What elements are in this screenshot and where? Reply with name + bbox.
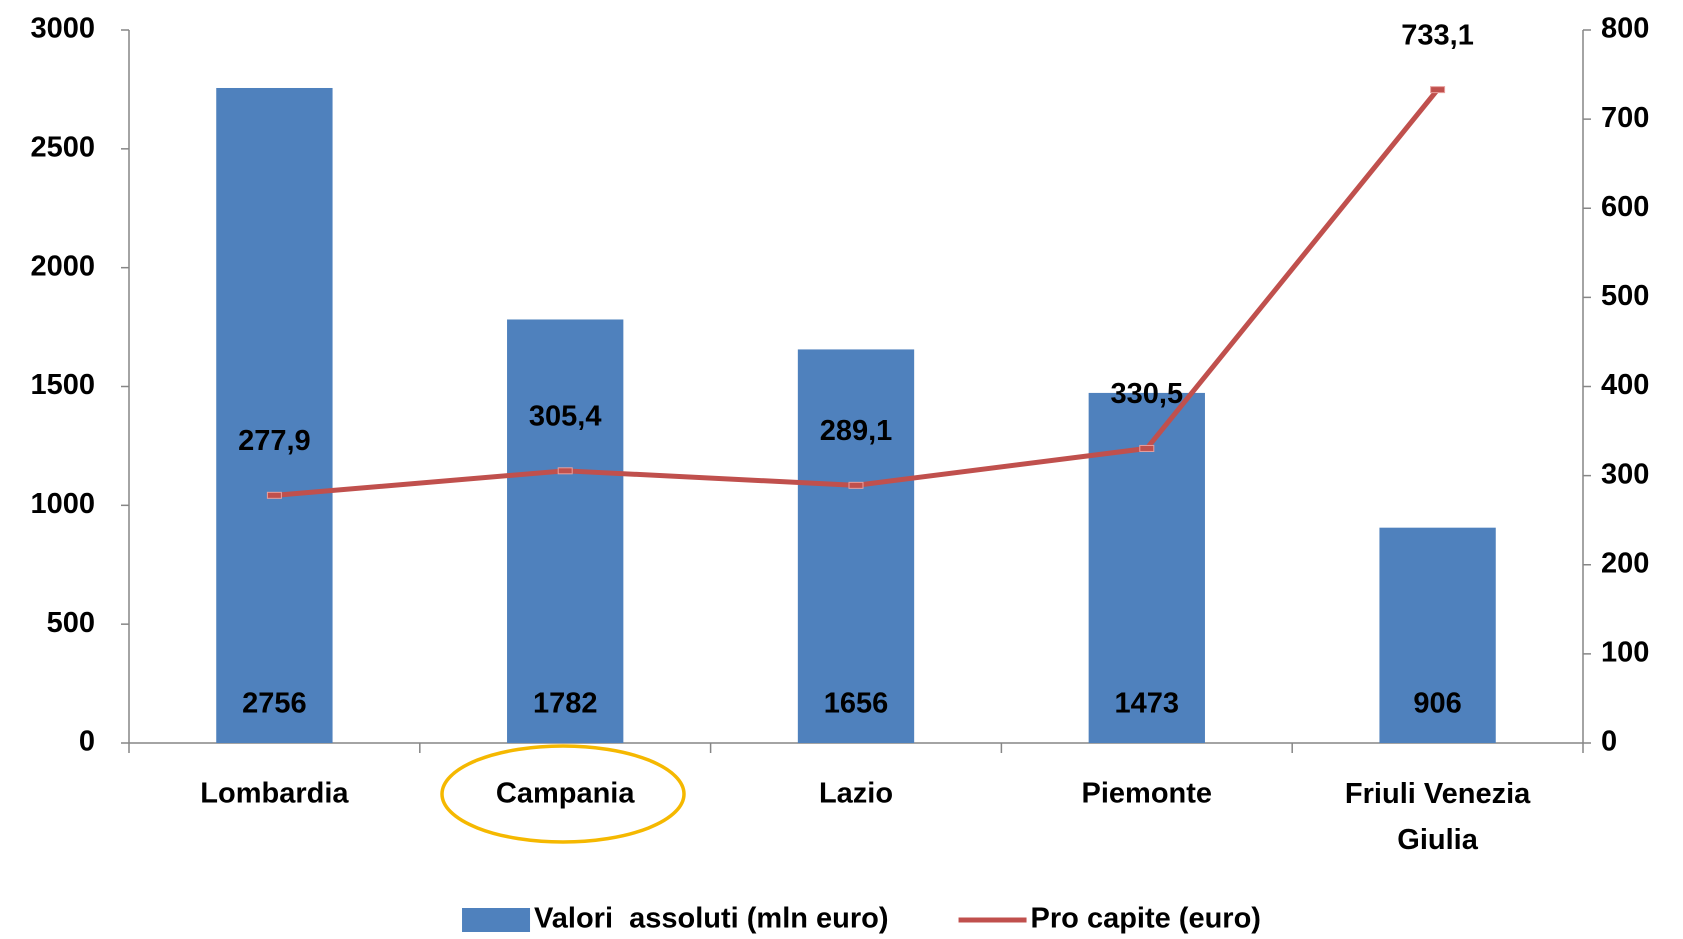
- highlight-ellipse: [440, 744, 686, 844]
- line-marker: [1430, 86, 1446, 94]
- line-marker: [557, 467, 573, 475]
- line-marker: [266, 491, 282, 499]
- y-tick-label: 0: [79, 726, 95, 758]
- bar: [1379, 527, 1496, 743]
- y2-tick-label: 300: [1601, 458, 1649, 490]
- legend-label: Pro capite (euro): [1031, 903, 1261, 935]
- line-value-label: 277,9: [238, 425, 311, 457]
- x-tick-label: Lombardia: [200, 778, 349, 810]
- y2-tick-label: 600: [1601, 191, 1649, 223]
- y2-tick-label: 700: [1601, 102, 1649, 134]
- y2-tick-label: 0: [1601, 726, 1617, 758]
- bar-value-label: 2756: [242, 688, 307, 720]
- legend: Valori assoluti (mln euro) Pro capite (eu…: [462, 903, 1261, 935]
- bar-value-label: 1656: [824, 688, 889, 720]
- y2-tick-label: 400: [1601, 369, 1649, 401]
- bar: [797, 349, 915, 743]
- x-tick-label: Piemonte: [1082, 778, 1213, 810]
- y2-tick-label: 200: [1601, 547, 1649, 579]
- legend-label: Valori assoluti (mln euro): [534, 903, 889, 935]
- line-value-label: 305,4: [529, 400, 602, 432]
- bar-value-label: 906: [1413, 688, 1461, 720]
- line-marker: [848, 481, 864, 489]
- bar-value-label: 1473: [1115, 688, 1180, 720]
- y2-tick-label: 800: [1601, 13, 1649, 45]
- y2-tick-label: 100: [1601, 637, 1649, 669]
- bar: [507, 319, 624, 743]
- y-tick-label: 1500: [30, 369, 95, 401]
- x-tick-label: Campania: [496, 778, 635, 810]
- x-tick-label: Friuli Venezia Giulia: [1345, 778, 1531, 856]
- y2-tick-label: 500: [1601, 280, 1649, 312]
- legend-swatch: [462, 908, 531, 932]
- bar: [216, 87, 333, 744]
- line-value-label: 330,5: [1111, 378, 1184, 410]
- y-tick-label: 2500: [30, 131, 95, 163]
- y-tick-label: 2000: [30, 250, 95, 282]
- line-value-label: 733,1: [1401, 19, 1474, 51]
- y-tick-label: 3000: [30, 13, 95, 45]
- line-value-label: 289,1: [820, 415, 893, 447]
- bar-value-label: 1782: [533, 688, 598, 720]
- line-marker: [1139, 444, 1155, 452]
- y-tick-label: 1000: [30, 488, 95, 520]
- y-tick-label: 500: [47, 607, 95, 639]
- x-tick-label: Lazio: [819, 778, 893, 810]
